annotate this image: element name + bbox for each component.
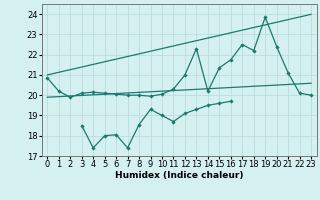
X-axis label: Humidex (Indice chaleur): Humidex (Indice chaleur) — [115, 171, 244, 180]
